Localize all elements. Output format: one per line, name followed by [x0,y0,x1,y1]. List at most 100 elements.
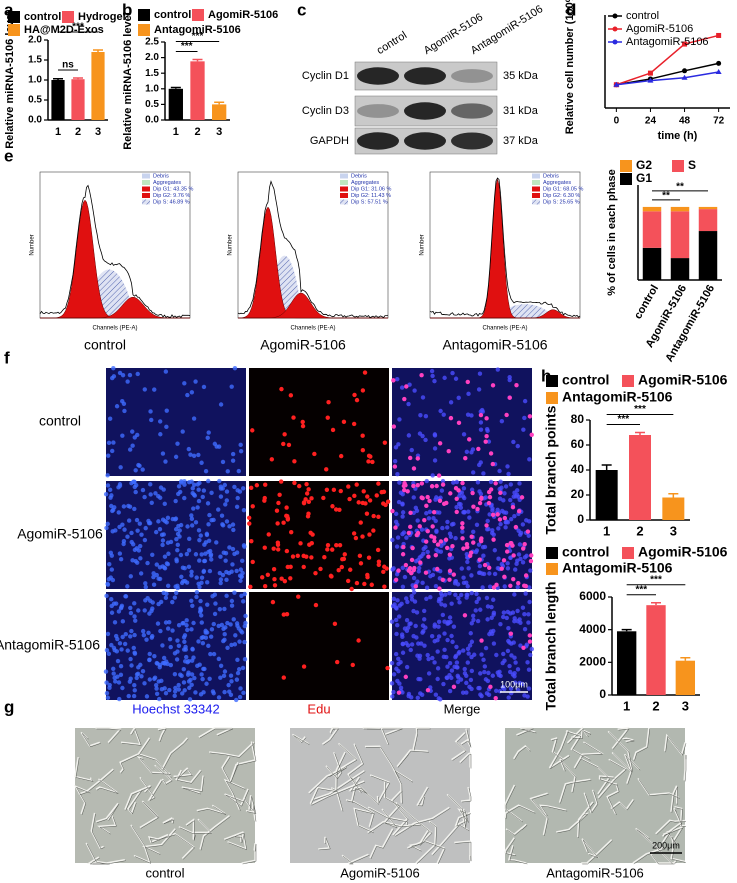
cell [205,435,210,441]
cell [400,650,406,655]
cell [529,646,535,652]
legend-label: G2 [636,158,652,172]
edu-cell [490,383,496,388]
edu-cell [249,485,254,491]
cell [415,518,420,523]
cell [489,615,494,620]
cell [393,617,399,623]
edu-cell [357,553,363,559]
column-label: Hoechst 33342 [132,701,219,716]
cell [200,494,205,500]
edu-cell [401,483,407,489]
cell [395,535,401,540]
edu-cell [300,423,306,429]
cell [425,549,430,555]
edu-cell [471,540,476,545]
cell [512,616,517,621]
cell [153,491,158,496]
edu-cell [382,440,388,445]
cell [229,598,235,604]
edu-cell [318,566,323,572]
edu-cell [390,508,395,514]
cell [160,542,165,548]
cell [432,622,438,627]
edu-cell [260,575,265,580]
edu-cell [349,586,354,592]
cell [495,367,500,372]
cell [476,542,482,547]
edu-cell [435,542,441,547]
cell [482,669,487,675]
cell [414,610,420,615]
cell [232,365,238,371]
significance-label: ns [62,60,74,71]
cell [508,482,514,487]
cell [433,518,438,524]
cell [107,685,112,690]
cell [454,660,460,665]
cell [189,672,195,677]
cell [237,639,242,644]
cell [499,561,505,567]
cell [203,628,208,634]
legend-swatch [620,173,632,185]
cell [439,488,445,493]
cell [396,499,402,505]
edu-cell [309,496,314,501]
cell [485,518,490,524]
cell [443,592,448,597]
cell [411,575,417,581]
cell [222,482,228,488]
cell [184,623,189,628]
edu-cell [385,665,390,671]
error-bar [73,77,83,80]
cell [241,599,246,604]
cell [104,525,109,531]
cell [168,644,173,650]
cell [473,549,479,555]
histogram-label: AntagomiR-5106 [442,337,547,353]
x-tick-label: control [632,283,661,321]
edu-cell [505,549,510,554]
cell [182,639,187,644]
cell [154,686,159,691]
edu-cell [352,392,357,398]
cell [222,689,227,695]
edu-cell [425,494,430,500]
legend-swatch [672,160,684,172]
cell [173,517,178,522]
cell [157,527,163,532]
cell [175,542,181,548]
cell [218,494,224,499]
cell [416,676,421,682]
edu-cell [370,459,375,465]
y-tick-label: 2000 [579,655,606,669]
cell [107,416,113,421]
histogram-legend-swatch [142,199,150,205]
cell [445,519,450,525]
cell [120,685,125,691]
edu-cell [516,508,522,514]
edu-cell [460,536,465,541]
cell [393,519,399,525]
cell [520,560,526,565]
cell [527,457,532,462]
cell [133,618,138,623]
cell [189,516,195,522]
cell [401,530,407,535]
cell [112,620,118,625]
legend-label: AntagomiR-5106 [154,24,241,36]
cell [232,484,237,490]
cell [454,665,460,670]
cell [416,569,422,574]
cell [406,691,412,697]
cell [224,569,229,575]
cell [495,565,501,571]
cell [120,433,125,438]
edu-cell [278,479,284,484]
cell [449,633,454,639]
edu-cell [436,473,442,478]
edu-cell [450,543,455,549]
edu-cell [281,675,286,680]
edu-cell [303,497,308,502]
